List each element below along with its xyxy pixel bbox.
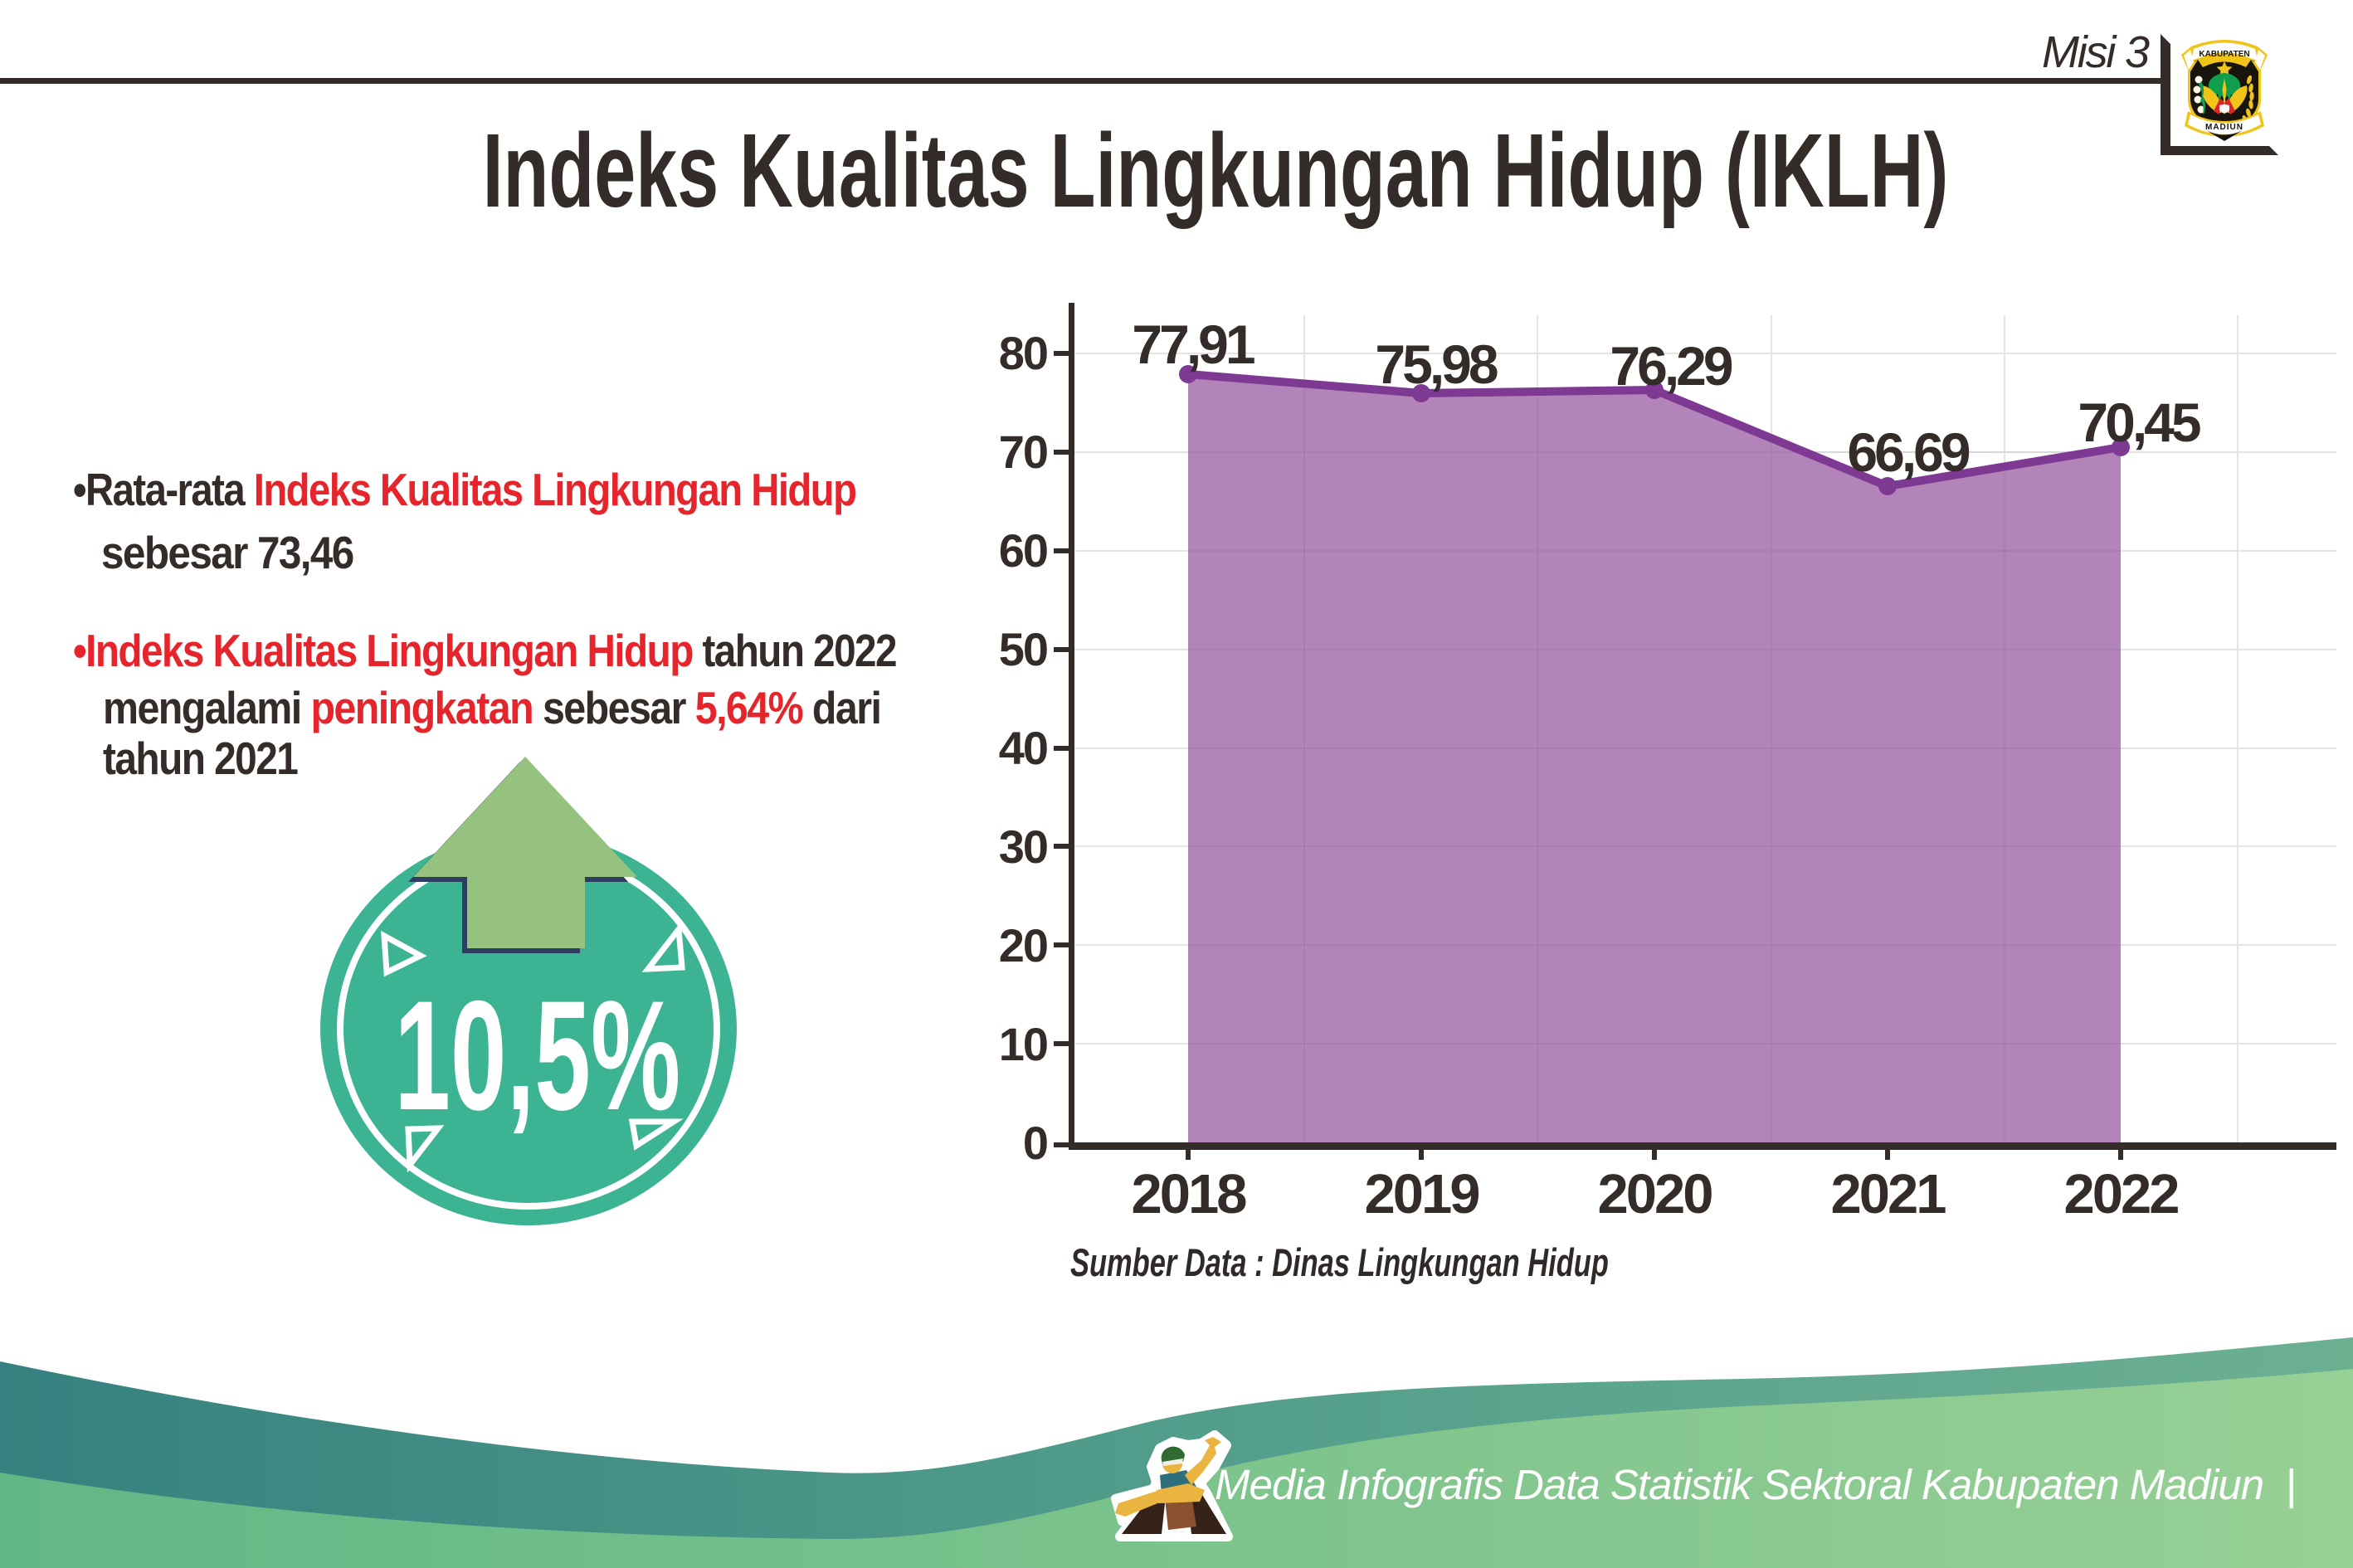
svg-text:MADIUN: MADIUN (2205, 123, 2243, 132)
svg-text:KABUPATEN: KABUPATEN (2199, 50, 2249, 59)
